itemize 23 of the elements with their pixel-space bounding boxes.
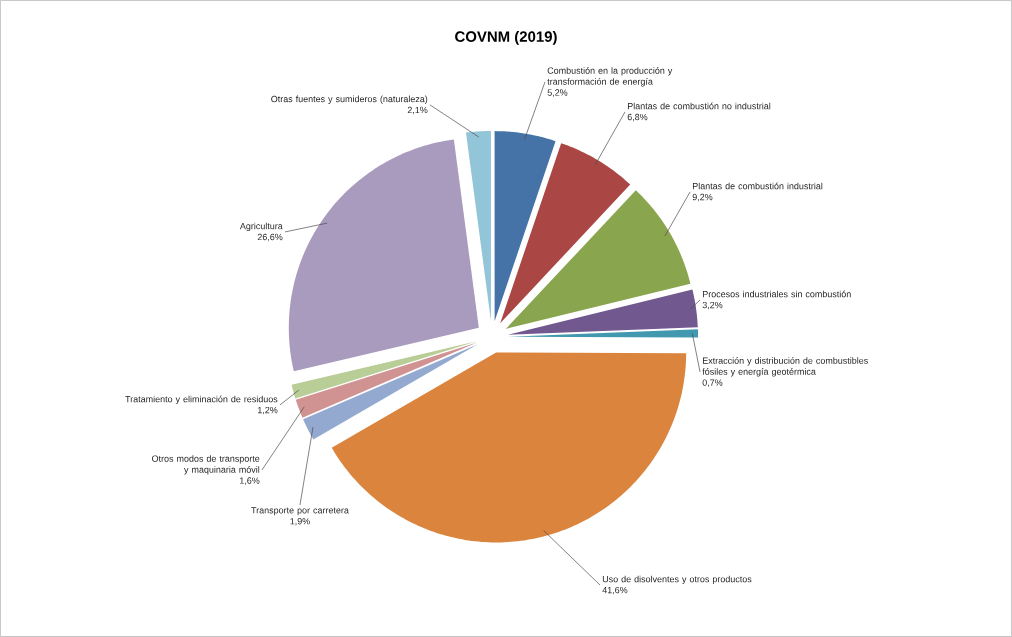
- slice-label: Plantas de combustión industrial: [692, 182, 823, 190]
- slice-label: Transporte por carretera: [251, 507, 349, 516]
- slice-label: Uso de disolventes y otros productos: [602, 575, 752, 585]
- data-label: 1,9%: [290, 518, 310, 526]
- slice-label: Plantas de combustión no industrial: [627, 102, 771, 110]
- slice-label: Extracción y distribución de combustibles fósiles y energía geotérmica: [702, 357, 868, 377]
- slice-label: Otros modos de transporte y maquinaria móvil: [152, 455, 260, 475]
- slice-label: Otras fuentes y sumideros (naturaleza): [271, 95, 428, 104]
- data-label: 6,8%: [627, 113, 648, 122]
- data-label: 1,6%: [240, 477, 260, 485]
- slice-label: Combustión en la producción y transformación de energía: [547, 67, 673, 87]
- data-label: 26,6%: [257, 233, 283, 242]
- slice-label: Tratamiento y eliminación de residuos: [125, 395, 278, 405]
- data-label: 2,1%: [407, 106, 428, 115]
- data-label: 5,2%: [547, 89, 568, 97]
- data-label: 0,7%: [702, 379, 723, 387]
- data-label: 1,2%: [258, 406, 278, 415]
- data-label: 41,6%: [602, 586, 628, 595]
- slice-label: Procesos industriales sin combustión: [702, 290, 851, 298]
- slice-label: Agricultura: [239, 222, 283, 232]
- chart-title: COVNM (2019): [455, 30, 557, 45]
- data-label: 3,2%: [702, 301, 723, 310]
- data-label: 9,2%: [692, 193, 713, 202]
